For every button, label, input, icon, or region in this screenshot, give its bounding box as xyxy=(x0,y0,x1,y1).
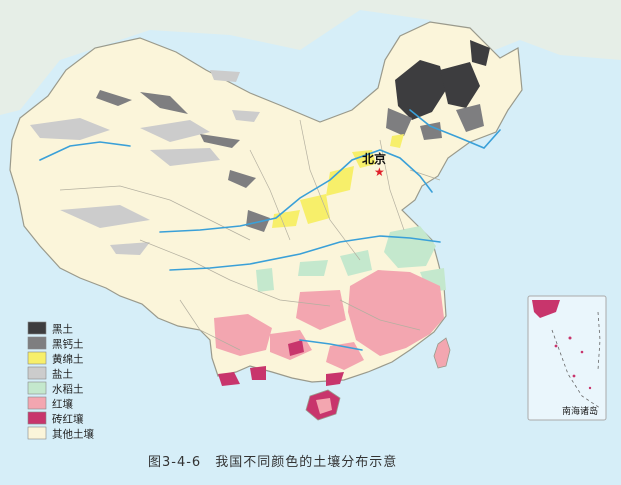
legend-item: 砖红壤 xyxy=(27,411,84,426)
capital-label: 北京 xyxy=(362,151,386,166)
legend-swatch xyxy=(27,396,47,410)
legend-item: 其他土壤 xyxy=(27,426,94,441)
inset-frame xyxy=(527,295,607,421)
latosol-soil xyxy=(218,340,344,386)
legend-item: 黑钙土 xyxy=(27,336,84,351)
red-soil xyxy=(214,270,444,370)
legend-label: 盐土 xyxy=(52,368,73,381)
province-borders xyxy=(59,119,441,351)
capital-marker: 北京 ★ xyxy=(362,151,386,179)
hainan-inner xyxy=(316,398,332,414)
south-china-sea-inset: 南海诸岛 xyxy=(527,295,607,421)
legend-item: 盐土 xyxy=(27,366,73,381)
salt-soil xyxy=(30,70,260,255)
legend-label: 水稻土 xyxy=(52,383,84,396)
legend-label: 黄绵土 xyxy=(52,353,84,366)
inset-islands xyxy=(554,336,592,390)
legend-item: 黑土 xyxy=(27,321,73,336)
legend-swatch xyxy=(27,336,47,350)
legend-swatch xyxy=(27,426,47,440)
legend-label: 红壤 xyxy=(52,398,73,411)
legend-item: 黄绵土 xyxy=(27,351,84,366)
legend-label: 其他土壤 xyxy=(52,428,94,441)
legend-swatch xyxy=(27,381,47,395)
legend-swatch xyxy=(27,411,47,425)
inset-label: 南海诸岛 xyxy=(562,405,598,417)
legend-label: 黑土 xyxy=(52,323,73,336)
legend-swatch xyxy=(27,351,47,365)
black-soil-nw xyxy=(96,90,270,232)
map-group xyxy=(0,0,621,421)
legend-item: 水稻土 xyxy=(27,381,84,396)
legend-swatch xyxy=(27,366,47,380)
capital-star-icon: ★ xyxy=(374,165,385,179)
inset-coast xyxy=(532,300,560,318)
legend-item: 红壤 xyxy=(27,396,73,411)
figure-caption: 图3-4-6 我国不同颜色的土壤分布示意 xyxy=(148,454,397,470)
taiwan-island xyxy=(433,337,451,369)
black-soil-ne xyxy=(386,40,490,140)
legend-swatch xyxy=(27,321,47,335)
legend-label: 砖红壤 xyxy=(52,413,84,426)
rivers xyxy=(39,109,501,351)
inset-dashline xyxy=(551,311,601,409)
legend-label: 黑钙土 xyxy=(52,338,84,351)
